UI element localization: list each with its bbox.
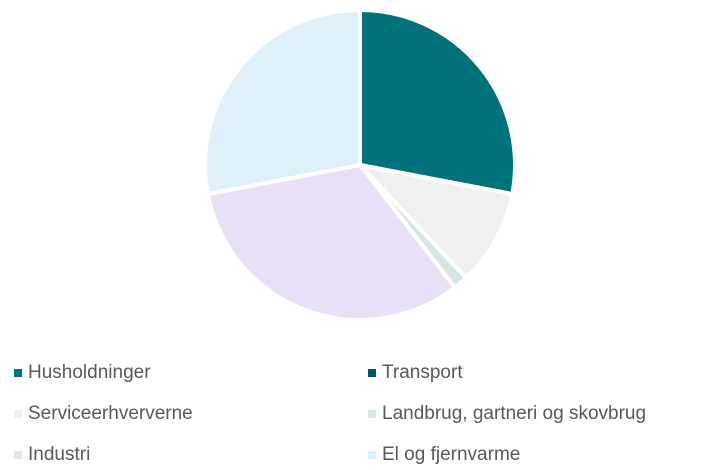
legend-label: Transport xyxy=(382,362,463,383)
pie-slice xyxy=(203,8,362,197)
pie-slice xyxy=(358,163,515,280)
legend-swatch xyxy=(14,410,22,418)
legend-swatch xyxy=(14,369,22,377)
pie-slice xyxy=(205,163,458,322)
legend-swatch xyxy=(368,451,376,459)
legend-label: Industri xyxy=(28,444,90,465)
legend-swatch xyxy=(14,451,22,459)
legend-swatch xyxy=(368,410,376,418)
legend-label: Husholdninger xyxy=(28,362,151,383)
legend-label: El og fjernvarme xyxy=(382,444,520,465)
legend-label: Landbrug, gartneri og skovbrug xyxy=(382,403,646,424)
legend-swatch xyxy=(368,369,376,377)
pie-slice xyxy=(358,8,517,197)
legend-label: Serviceerhververne xyxy=(28,403,193,424)
